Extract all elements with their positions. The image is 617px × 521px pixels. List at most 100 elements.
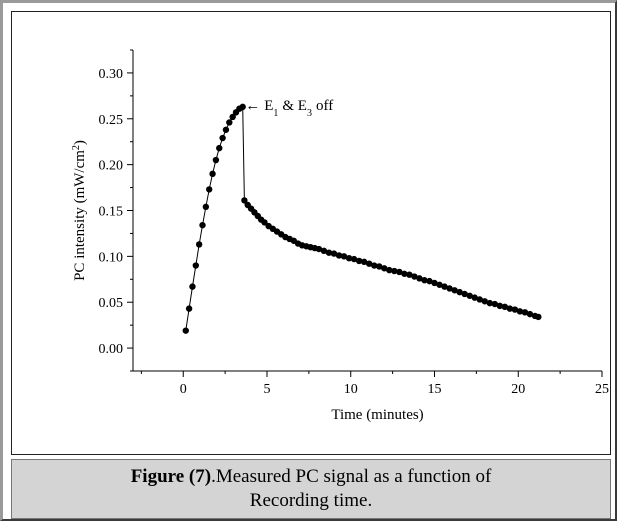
data-point — [426, 277, 433, 285]
y-tick-label: 0.05 — [99, 296, 124, 311]
y-axis-label: PC intensity (mW/cm2) — [71, 140, 89, 281]
x-tick-label: 20 — [511, 382, 525, 397]
data-point — [481, 298, 488, 305]
y-axis-label-end: ) — [72, 140, 88, 145]
y-tick-label: 0.30 — [99, 67, 124, 82]
data-point — [206, 186, 213, 193]
data-point — [192, 262, 200, 269]
annotation-amp-e: & E — [282, 98, 307, 114]
y-axis-label-main: PC intensity (mW/cm — [72, 150, 88, 281]
annotation-arrow: ← — [245, 98, 260, 114]
y-tick-label: 0.00 — [99, 342, 124, 357]
data-point — [226, 119, 233, 126]
data-point — [401, 270, 408, 277]
data-point — [466, 292, 473, 299]
data-point — [496, 302, 504, 310]
x-tick-label: 15 — [428, 382, 442, 397]
data-point — [202, 203, 210, 211]
data-point — [360, 258, 368, 266]
data-point — [355, 257, 363, 265]
data-point — [381, 265, 388, 272]
data-point — [216, 144, 223, 152]
data-point — [386, 266, 393, 274]
figure-caption: Figure (7).Measured PC signal as a funct… — [11, 459, 611, 519]
plot-area: 0 5 10 15 20 25 0.00 0.05 0.10 0.15 0.20 0.25 0.30 T… — [11, 11, 611, 455]
annotation-sub1: 1 — [273, 108, 278, 119]
caption-text-1: .Measured PC signal as a function of — [211, 466, 492, 487]
annotation-e1: E — [264, 98, 273, 114]
data-point — [219, 134, 226, 142]
x-tick-label: 0 — [180, 382, 187, 397]
data-point — [511, 306, 519, 313]
data-point — [441, 283, 448, 290]
data-point — [476, 296, 483, 303]
chart-svg: 0 5 10 15 20 25 0.00 0.05 0.10 0.15 0.20 0.25 0.30 T… — [71, 49, 609, 423]
data-point — [325, 249, 333, 256]
data-point — [521, 309, 529, 316]
data-point — [456, 288, 463, 296]
data-point — [461, 290, 468, 298]
y-tick-label: 0.10 — [99, 250, 124, 265]
data-point — [189, 283, 196, 290]
data-point — [526, 310, 534, 318]
x-tick-label: 5 — [264, 382, 271, 397]
data-point — [182, 327, 189, 334]
data-point — [486, 299, 493, 307]
ticks-layer: 0 5 10 15 20 25 0.00 0.05 0.10 0.15 0.20 0.25 0.30 — [99, 49, 609, 397]
data-point — [365, 260, 373, 267]
data-point — [229, 113, 236, 121]
caption-line-1: Figure (7).Measured PC signal as a funct… — [131, 465, 492, 489]
data-point — [376, 263, 383, 270]
data-point — [261, 219, 268, 226]
annotation-off: off — [316, 98, 333, 114]
data-point — [320, 247, 328, 255]
series-line — [185, 106, 539, 331]
data-point — [371, 262, 378, 269]
data-point — [241, 197, 248, 204]
data-point — [491, 300, 498, 308]
data-point — [195, 241, 203, 248]
data-point — [501, 303, 509, 310]
data-point — [421, 277, 428, 284]
data-point — [350, 255, 358, 263]
data-point — [535, 313, 542, 321]
annotation-e1-e3-off: ← E1 & E3 off — [245, 98, 333, 119]
y-tick-label: 0.25 — [99, 113, 124, 128]
data-point — [516, 308, 524, 315]
x-tick-label: 25 — [595, 382, 609, 397]
data-point — [212, 156, 220, 164]
data-point — [431, 279, 438, 287]
data-point — [330, 250, 338, 257]
data-point — [345, 254, 353, 262]
caption-figure-number: 7 — [195, 466, 205, 487]
data-point — [391, 267, 398, 275]
series-layer — [182, 103, 542, 334]
data-point — [451, 287, 458, 294]
x-axis-label: Time (minutes) — [331, 407, 423, 423]
data-point — [436, 281, 443, 288]
data-point — [315, 245, 323, 253]
y-axis-label-sup: 2 — [71, 145, 82, 150]
data-point — [406, 271, 413, 278]
data-point — [411, 273, 418, 280]
data-point — [335, 252, 343, 259]
y-tick-label: 0.15 — [99, 205, 124, 220]
data-point — [446, 285, 453, 292]
axes-layer — [132, 50, 602, 372]
data-point — [396, 268, 403, 276]
data-point — [209, 170, 216, 178]
data-point — [471, 294, 478, 301]
data-point — [239, 103, 246, 111]
data-point — [185, 305, 193, 312]
data-point — [506, 305, 514, 312]
data-point — [199, 221, 206, 229]
caption-line-2: Recording time. — [249, 490, 373, 511]
x-tick-label: 10 — [344, 382, 358, 397]
y-tick-label: 0.20 — [99, 159, 124, 174]
data-point — [222, 126, 230, 133]
data-point — [416, 275, 423, 282]
annotation-sub3: 3 — [307, 108, 312, 119]
caption-figure-label: Figure (7) — [130, 466, 212, 487]
data-point — [340, 253, 348, 260]
